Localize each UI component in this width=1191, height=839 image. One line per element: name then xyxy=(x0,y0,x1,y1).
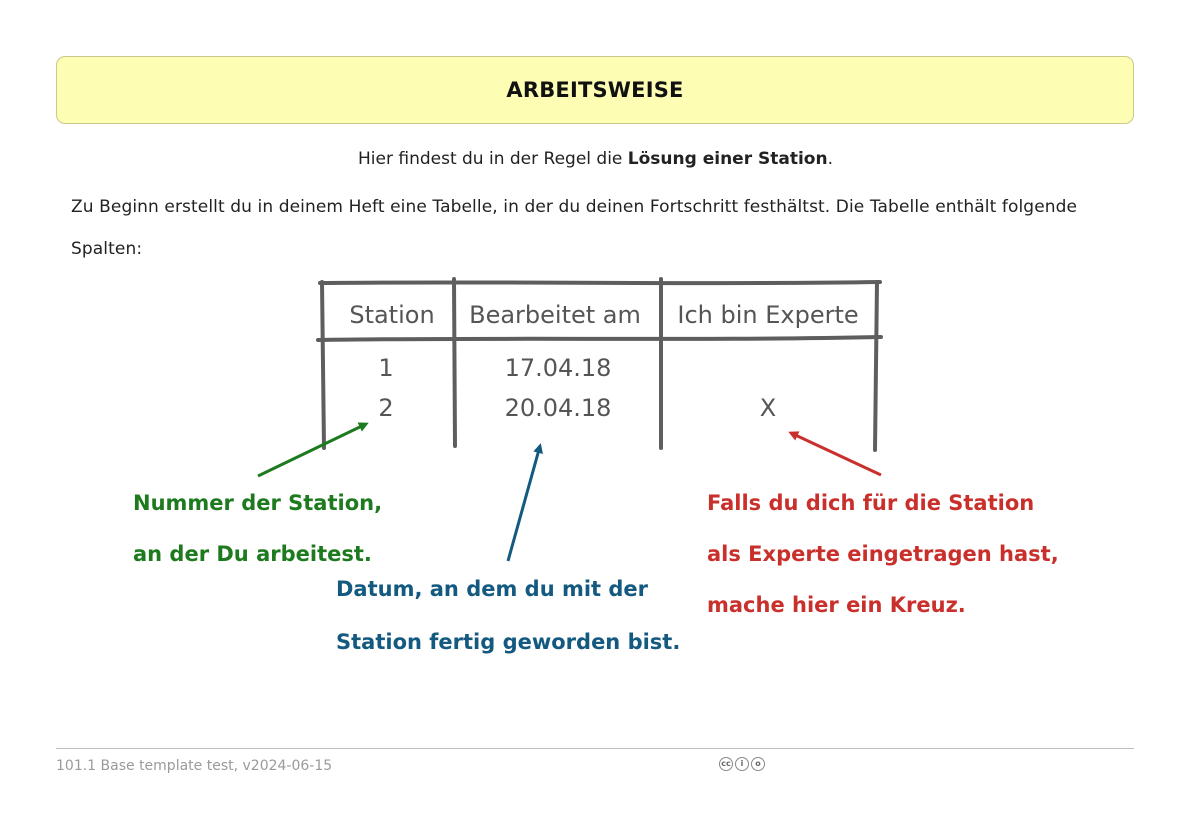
intro-line: Hier findest du in der Regel die Lösung … xyxy=(0,146,1191,172)
sketch-header-date: Bearbeitet am xyxy=(469,301,641,329)
annotation-station-line2: an der Du arbeitest. xyxy=(133,542,372,566)
banner-title: ARBEITSWEISE xyxy=(506,78,684,102)
annotation-expert-line1: Falls du dich für die Station xyxy=(707,491,1035,515)
by-icon: i xyxy=(735,757,749,771)
sketch-header-station: Station xyxy=(349,301,434,329)
sa-icon: o xyxy=(751,757,765,771)
description-paragraph: Zu Beginn erstellt du in deinem Heft ein… xyxy=(71,197,1078,259)
sketch-row2-date: 20.04.18 xyxy=(505,394,612,422)
table-grid-lines xyxy=(316,277,883,452)
blue-arrow xyxy=(506,443,543,562)
annotation-date-line1: Datum, an dem du mit der xyxy=(336,577,649,601)
footer-divider xyxy=(56,748,1134,749)
green-arrow xyxy=(257,422,369,478)
annotation-expert-line3: mache hier ein Kreuz. xyxy=(707,593,966,617)
intro-end: . xyxy=(827,149,833,169)
annotation-date-line2: Station fertig geworden bist. xyxy=(336,630,681,654)
cc-icon: cc xyxy=(719,757,733,771)
title-banner: ARBEITSWEISE xyxy=(56,56,1134,124)
cc-by-sa-icon: cc i o xyxy=(719,757,765,771)
annotation-date: Datum, an dem du mit der Station fertig … xyxy=(336,563,680,669)
annotation-expert-line2: als Experte eingetragen hast, xyxy=(707,542,1059,566)
sketch-row1-date: 17.04.18 xyxy=(505,354,612,382)
annotation-expert: Falls du dich für die Station als Expert… xyxy=(707,478,1059,631)
annotation-station-line1: Nummer der Station, xyxy=(133,491,383,515)
sketch-row1-station: 1 xyxy=(378,354,393,382)
intro-bold: Lösung einer Station xyxy=(627,149,828,169)
footer-version-text: 101.1 Base template test, v2024-06-15 xyxy=(56,758,333,774)
sketch-row2-expert: X xyxy=(760,394,776,422)
annotation-station: Nummer der Station, an der Du arbeitest. xyxy=(133,478,382,580)
intro-text: Hier findest du in der Regel die xyxy=(358,149,628,169)
red-arrow xyxy=(788,431,882,477)
sketch-header-expert: Ich bin Experte xyxy=(677,301,858,329)
sketch-row2-station: 2 xyxy=(378,394,393,422)
